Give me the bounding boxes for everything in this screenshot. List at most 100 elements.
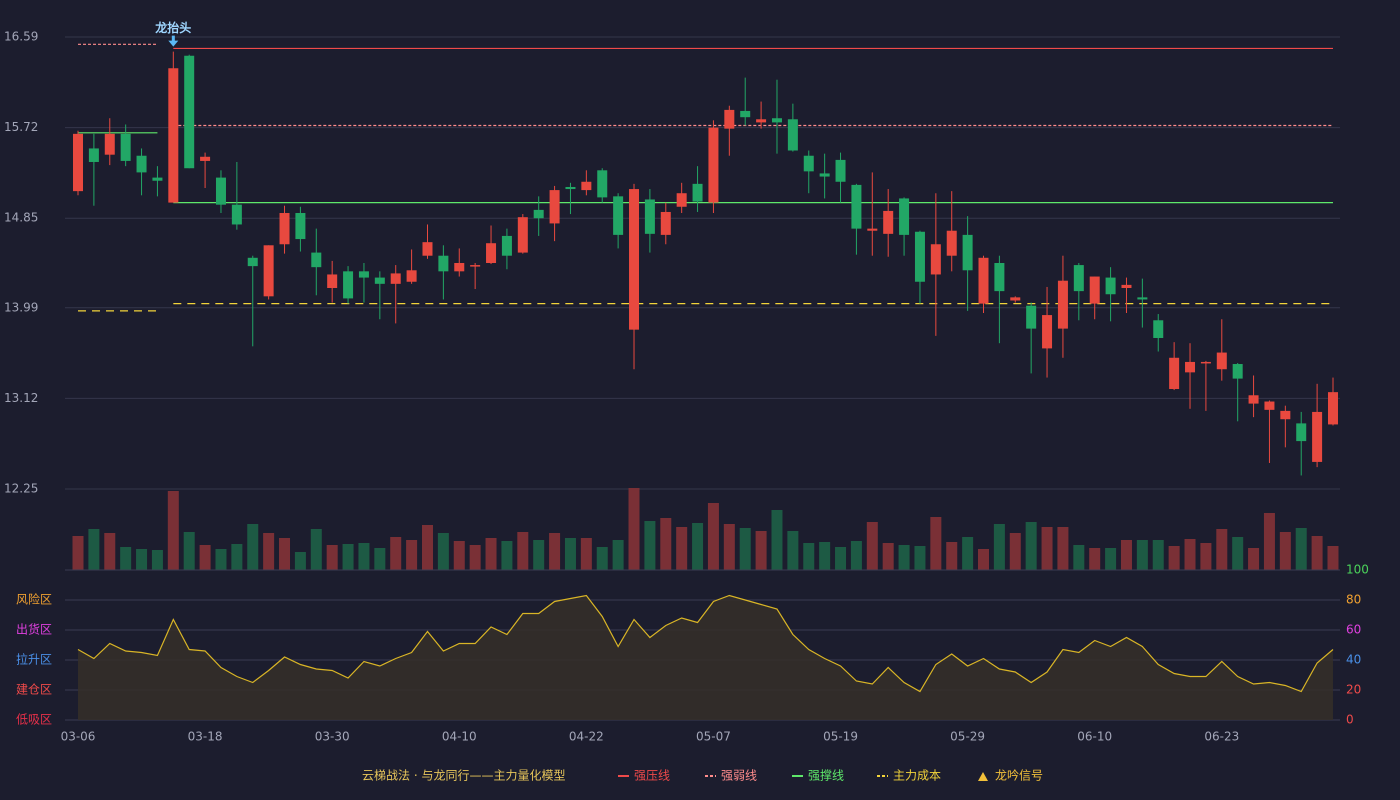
volume-bar <box>1025 522 1037 570</box>
volume-bar <box>898 545 910 570</box>
candle-body <box>1296 423 1307 442</box>
candle-body <box>724 109 735 129</box>
volume-bar <box>628 488 640 570</box>
x-tick-label: 03-06 <box>61 730 96 744</box>
candle-body <box>1327 392 1338 425</box>
volume-bar <box>1136 540 1148 570</box>
candle-body <box>819 173 830 177</box>
candle-body <box>501 235 512 256</box>
candle-body <box>787 119 798 151</box>
legend-label: 强撑线 <box>808 768 844 783</box>
y-tick-label: 20 <box>1346 683 1361 697</box>
candle-body <box>263 245 274 297</box>
volume-bar <box>1009 533 1021 570</box>
volume-bar <box>1152 540 1164 570</box>
volume-bar <box>1200 543 1212 570</box>
y-tick-label: 80 <box>1346 593 1361 607</box>
candle-body <box>867 228 878 231</box>
candle-body <box>1137 297 1148 300</box>
volume-bar <box>549 533 561 570</box>
zone-label: 出货区 <box>16 622 52 637</box>
candle-body <box>517 217 528 253</box>
legend-title: 云梯战法 · 与龙同行——主力量化模型 <box>362 769 565 783</box>
volume-bar <box>866 522 878 570</box>
x-tick-label: 03-30 <box>315 730 350 744</box>
volume-bar <box>1216 529 1228 570</box>
volume-bar <box>72 536 84 570</box>
y-tick-label: 40 <box>1346 653 1361 667</box>
zone-label: 建仓区 <box>16 683 52 697</box>
volume-bar <box>1311 536 1323 570</box>
zone-label: 拉升区 <box>16 652 52 667</box>
y-tick-label: 16.59 <box>4 30 38 44</box>
volume-bar <box>978 549 990 570</box>
x-tick-label: 05-29 <box>950 730 985 744</box>
candle-body <box>597 170 608 198</box>
candle-body <box>1232 364 1243 379</box>
volume-bar <box>1105 548 1117 570</box>
legend-label: 强弱线 <box>721 769 757 783</box>
candle-body <box>565 186 576 190</box>
legend-label: 主力成本 <box>893 769 941 783</box>
candle-body <box>231 204 242 225</box>
volume-bar <box>151 550 163 570</box>
candle-body <box>390 273 401 284</box>
candle-body <box>962 234 973 271</box>
candle-body <box>581 181 592 191</box>
legend-label: 龙吟信号 <box>995 768 1043 783</box>
volume-bar <box>1168 546 1180 570</box>
candle-body <box>1121 284 1132 288</box>
volume-bar <box>294 552 306 570</box>
volume-bar <box>421 525 433 570</box>
candle-body <box>1169 357 1180 390</box>
candle-body <box>771 118 782 123</box>
volume-bar <box>882 543 894 570</box>
candle-body <box>168 68 179 203</box>
x-tick-label: 06-10 <box>1077 730 1112 744</box>
volume-bar <box>914 546 926 570</box>
volume-bar <box>247 524 259 570</box>
candle-body <box>406 270 417 282</box>
volume-bar <box>104 533 116 570</box>
candle-body <box>1105 277 1116 295</box>
volume-bar <box>88 529 100 570</box>
candle-body <box>660 211 671 235</box>
candle-body <box>994 263 1005 292</box>
volume-bar <box>1057 527 1069 570</box>
y-tick-label: 0 <box>1346 713 1354 727</box>
volume-bar <box>279 538 291 570</box>
volume-bar <box>1327 546 1339 570</box>
candle-body <box>215 177 226 205</box>
candle-body <box>486 243 497 263</box>
volume-bar <box>358 543 370 570</box>
x-tick-label: 05-07 <box>696 730 731 744</box>
candle-body <box>835 159 846 182</box>
volume-bar <box>374 548 386 570</box>
volume-bar <box>1120 540 1132 570</box>
volume-bar <box>930 517 942 570</box>
volume-bar <box>326 545 338 570</box>
volume-bar <box>517 532 529 570</box>
candle-body <box>1216 352 1227 370</box>
candle-body <box>120 133 131 161</box>
y-tick-label: 12.25 <box>4 482 38 496</box>
candle-body <box>88 148 99 162</box>
candle-body <box>803 155 814 172</box>
candle-body <box>1248 395 1259 404</box>
candle-body <box>883 210 894 234</box>
volume-bar <box>199 545 211 570</box>
zone-label: 低吸区 <box>16 713 52 727</box>
candle-body <box>1312 411 1323 462</box>
y-tick-label: 14.85 <box>4 211 38 225</box>
candle-body <box>470 265 481 267</box>
y-tick-label: 60 <box>1346 623 1361 637</box>
zone-label: 风险区 <box>16 592 52 607</box>
volume-bar <box>1232 537 1244 570</box>
candle-body <box>200 156 211 161</box>
candle-body <box>374 277 385 284</box>
volume-bar <box>644 521 656 570</box>
x-tick-label: 06-23 <box>1204 730 1239 744</box>
volume-bar <box>707 503 719 570</box>
volume-bar <box>580 538 592 570</box>
